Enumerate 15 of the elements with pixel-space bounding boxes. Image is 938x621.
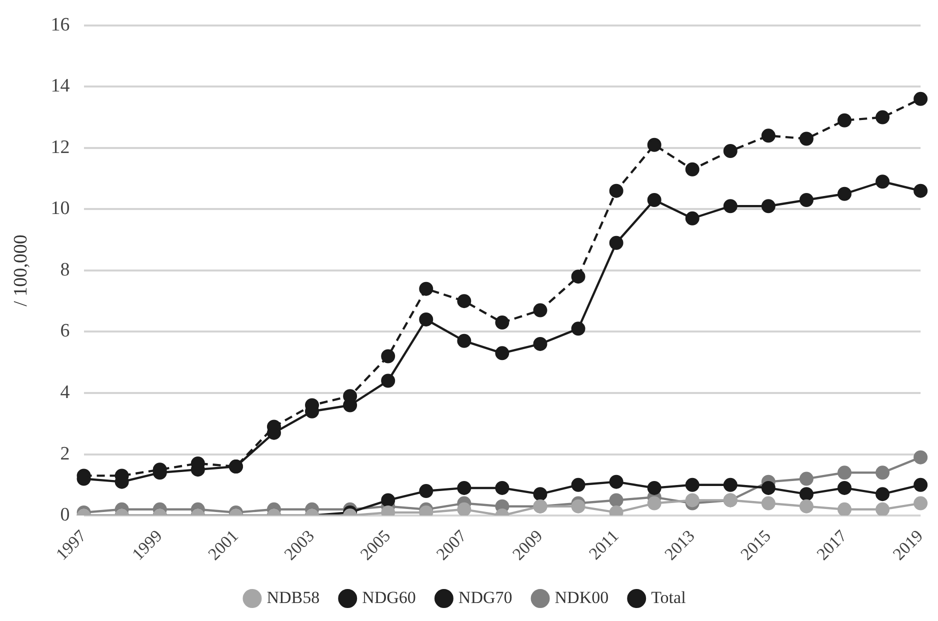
y-tick-label: 16 [50,14,70,36]
y-tick-label: 10 [50,198,70,220]
y-tick-label: 6 [60,320,70,342]
legend-label: NDG70 [458,588,512,607]
legend-label: Total [651,588,686,607]
legend-label: NDG60 [362,588,416,607]
y-tick-label: 2 [60,443,70,464]
y-tick-label: 12 [50,136,70,158]
legend-label: NDK00 [554,588,609,607]
y-tick-label: 0 [60,504,70,526]
y-tick-label: 14 [50,76,70,97]
y-axis-title: / 100,000 [10,234,32,306]
legend-label: NDB58 [266,588,320,607]
y-tick-label: 4 [60,382,70,403]
y-tick-label: 8 [60,259,70,280]
